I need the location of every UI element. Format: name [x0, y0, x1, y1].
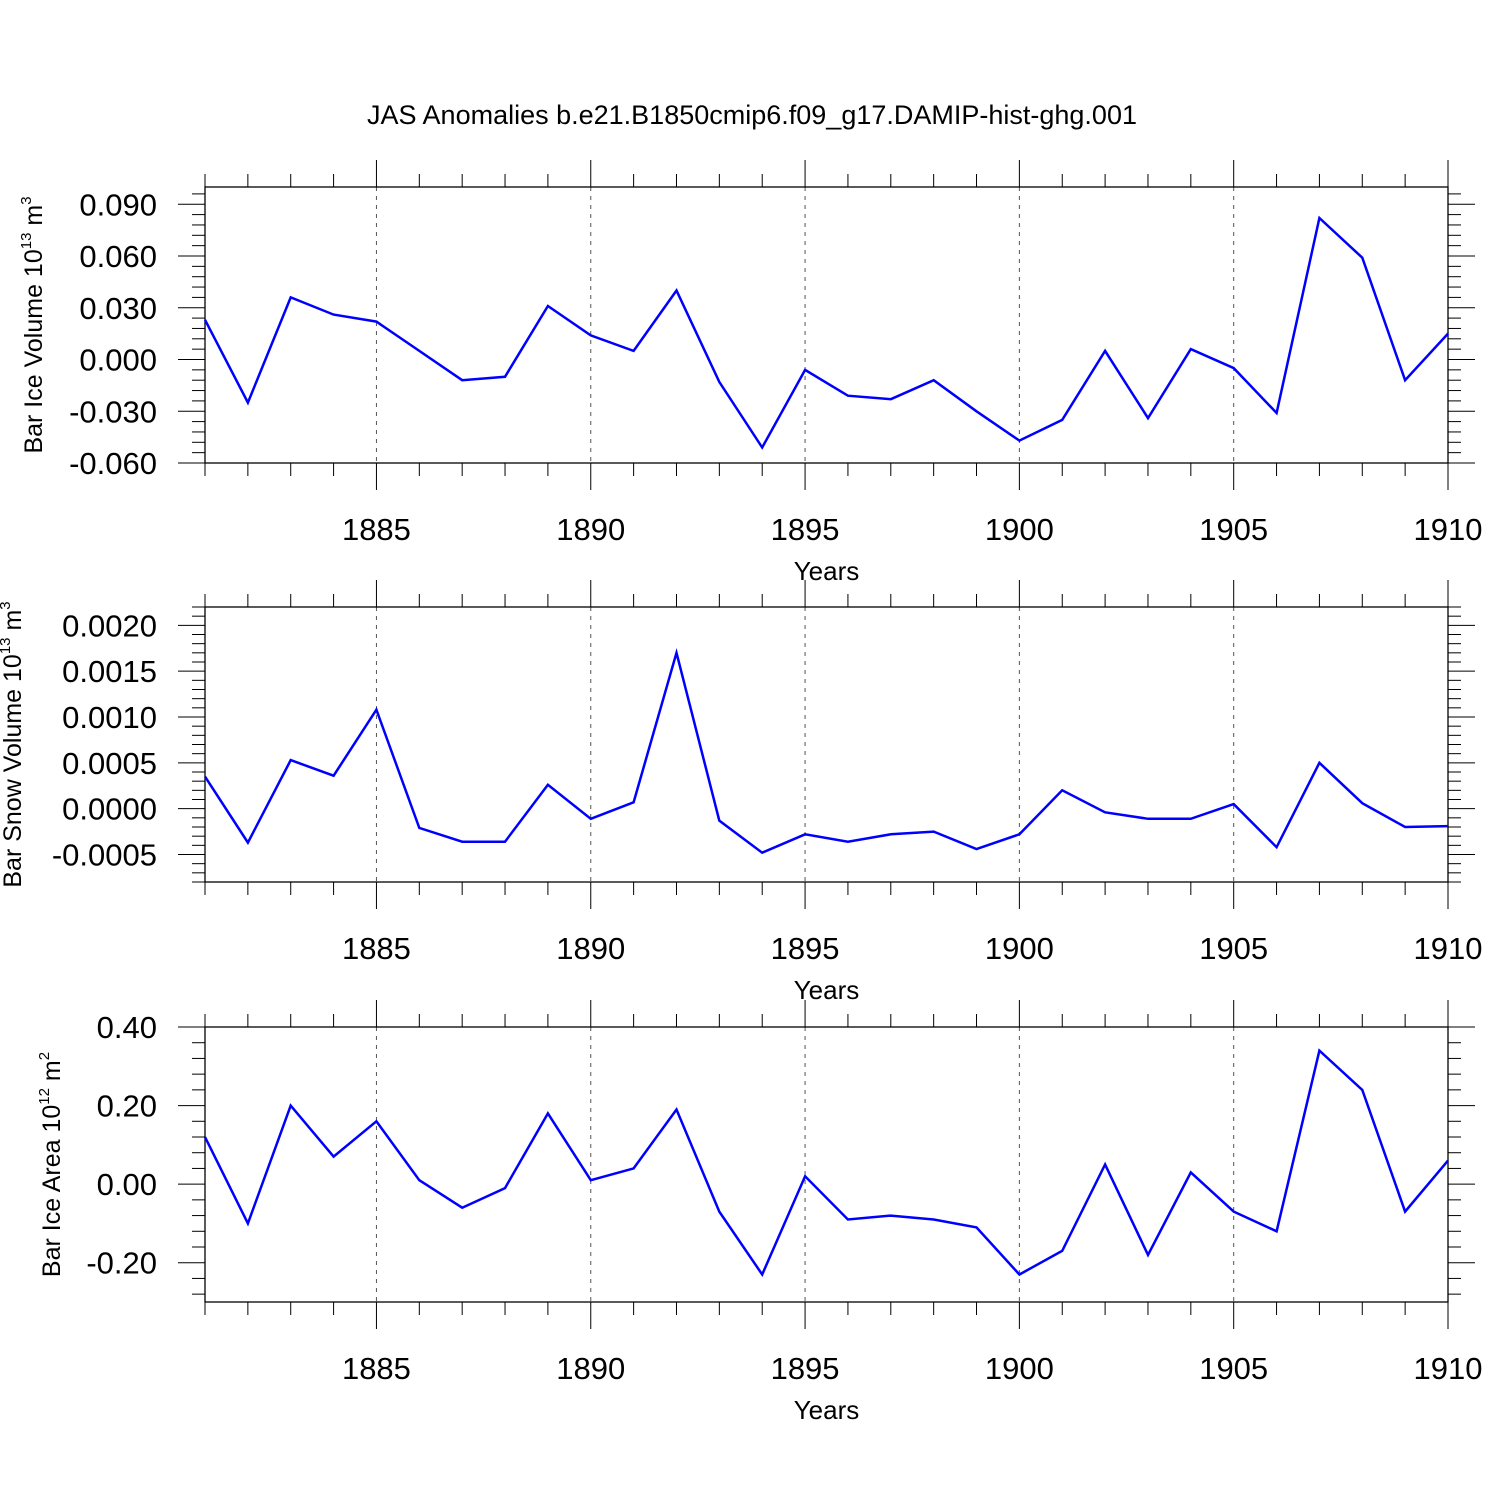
y-tick-label: -0.0005	[52, 838, 157, 873]
chart-panel-2: 0.0020 0.0015 0.0010 0.0005 0.0000 -0.0005 188…	[0, 580, 1482, 1005]
x-tick-label: 1900	[985, 931, 1054, 966]
x-tick-label: 1910	[1414, 512, 1483, 547]
y-axis-title-text: Bar Ice Area 10	[38, 1105, 66, 1277]
y-axis-title-unit-exponent: 3	[0, 601, 14, 609]
chart-panel-1: 0.090 0.060 0.030 0.000 -0.030 -0.060 1885 1890…	[18, 160, 1482, 586]
y-axis-title-unit-exponent: 2	[36, 1052, 53, 1060]
y-tick-label: 0.0015	[62, 654, 157, 689]
x-tick-label: 1905	[1199, 1351, 1268, 1386]
x-tick-label: 1885	[342, 512, 411, 547]
y-tick-label: 0.060	[79, 239, 157, 274]
chart-title: JAS Anomalies b.e21.B1850cmip6.f09_g17.D…	[367, 100, 1137, 130]
y-axis-title-exponent: 13	[0, 637, 14, 654]
y-axis-title-text: Bar Snow Volume 10	[0, 654, 27, 887]
chart-panel-3: 0.40 0.20 0.00 -0.20 1885 1890 1895 1900 1905 191…	[36, 1000, 1482, 1425]
y-axis-title-unit: m	[20, 205, 48, 233]
x-tick-label: 1885	[342, 1351, 411, 1386]
y-tick-label: 0.00	[97, 1167, 157, 1202]
y-axis-title: Bar Snow Volume 1013 m3	[0, 601, 27, 887]
x-tick-label: 1895	[771, 1351, 840, 1386]
x-tick-label: 1895	[771, 931, 840, 966]
x-axis-title: Years	[794, 1395, 860, 1425]
x-tick-label: 1900	[985, 512, 1054, 547]
x-axis-title: Years	[794, 556, 860, 586]
x-tick-label: 1900	[985, 1351, 1054, 1386]
x-tick-label: 1905	[1199, 512, 1268, 547]
y-tick-label: -0.20	[86, 1246, 157, 1281]
x-tick-label: 1905	[1199, 931, 1268, 966]
x-tick-label: 1910	[1414, 1351, 1483, 1386]
x-axis-title: Years	[794, 975, 860, 1005]
y-axis-title-unit: m	[0, 610, 27, 638]
y-tick-label: 0.20	[97, 1089, 157, 1124]
series-line-1	[203, 215, 1449, 450]
x-tick-label: 1910	[1414, 931, 1483, 966]
y-tick-label: -0.060	[69, 446, 157, 481]
y-tick-label: 0.000	[79, 343, 157, 378]
y-tick-label: 0.0010	[62, 700, 157, 735]
series-line-1	[203, 648, 1449, 855]
y-axis-title-unit: m	[38, 1060, 66, 1088]
plot-frame	[204, 186, 1449, 464]
x-tick-label: 1885	[342, 931, 411, 966]
plot-frame	[204, 1026, 1449, 1303]
y-axis-title: Bar Ice Area 1012 m2	[36, 1052, 66, 1277]
x-tick-label: 1895	[771, 512, 840, 547]
y-tick-label: 0.0020	[62, 608, 157, 643]
y-axis-title: Bar Ice Volume 1013 m3	[18, 196, 48, 453]
x-tick-label: 1890	[556, 931, 625, 966]
y-tick-label: 0.0005	[62, 746, 157, 781]
y-tick-label: 0.090	[79, 187, 157, 222]
x-tick-label: 1890	[556, 1351, 625, 1386]
x-tick-label: 1890	[556, 512, 625, 547]
y-axis-title-unit-exponent: 3	[18, 196, 35, 204]
y-axis-title-exponent: 12	[36, 1088, 53, 1105]
y-axis-title-exponent: 13	[18, 233, 35, 250]
y-axis-title-text: Bar Ice Volume 10	[20, 249, 48, 453]
plot-frame	[204, 606, 1449, 883]
y-tick-label: 0.030	[79, 291, 157, 326]
y-tick-label: 0.40	[97, 1010, 157, 1045]
series-line-1	[203, 1048, 1449, 1278]
y-tick-label: 0.0000	[62, 792, 157, 827]
y-tick-label: -0.030	[69, 394, 157, 429]
